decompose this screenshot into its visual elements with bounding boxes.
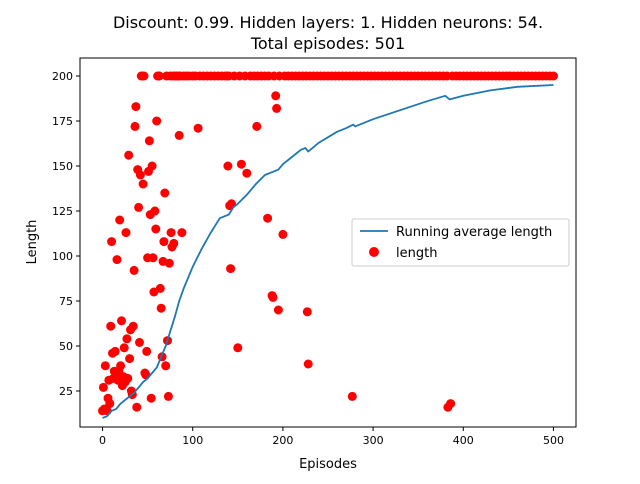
scatter-point: [148, 253, 158, 263]
scatter-point: [272, 103, 282, 113]
scatter-point: [278, 229, 288, 239]
scatter-point: [163, 391, 173, 401]
scatter-point: [151, 224, 161, 234]
scatter-point: [164, 258, 174, 268]
scatter-point: [142, 346, 152, 356]
y-tick-label: 125: [52, 205, 73, 218]
scatter-point: [159, 237, 169, 247]
scatter-point: [110, 346, 120, 356]
scatter-point: [112, 255, 122, 265]
scatter-point: [271, 91, 281, 101]
legend-label-running-average: Running average length: [396, 225, 552, 240]
x-axis-label: Episodes: [299, 457, 357, 472]
scatter-point: [226, 264, 236, 274]
scatter-point: [144, 136, 154, 146]
x-tick-label: 300: [363, 434, 384, 447]
scatter-point: [135, 337, 144, 347]
scatter-point: [161, 361, 171, 371]
scatter-point: [128, 321, 138, 331]
chart-subtitle: Total episodes: 501: [250, 34, 405, 53]
scatter-point: [146, 393, 156, 403]
scatter-point: [147, 161, 157, 171]
scatter-point: [160, 188, 170, 198]
scatter-point: [347, 391, 357, 401]
scatter-point: [236, 159, 246, 169]
scatter-point: [152, 116, 162, 126]
scatter-point: [302, 307, 312, 317]
scatter-point: [106, 321, 116, 331]
scatter-point: [252, 121, 262, 131]
scatter-point: [174, 130, 184, 140]
legend-marker-swatch: [369, 247, 379, 257]
legend-box: [351, 218, 570, 267]
scatter-point: [132, 402, 142, 412]
scatter-point: [115, 215, 125, 225]
scatter-point: [105, 399, 115, 409]
scatter-point: [100, 361, 110, 371]
y-tick-label: 50: [59, 340, 73, 353]
scatter-point: [124, 150, 134, 160]
y-tick-label: 200: [52, 70, 73, 83]
scatter-point: [263, 213, 273, 223]
scatter-point: [549, 71, 558, 81]
scatter-point: [242, 168, 252, 178]
y-tick-label: 150: [52, 160, 73, 173]
scatter-point: [138, 179, 148, 189]
legend-label-length: length: [396, 246, 437, 261]
y-tick-label: 175: [52, 115, 73, 128]
axes-frame: [79, 57, 577, 428]
scatter-point: [131, 102, 141, 112]
x-tick-label: 400: [453, 434, 474, 447]
scatter-point: [121, 228, 131, 238]
scatter-point: [166, 228, 176, 238]
scatter-point: [177, 228, 187, 238]
scatter-point: [154, 71, 164, 81]
x-tick-label: 100: [182, 434, 203, 447]
scatter-point: [125, 354, 135, 364]
scatter-point: [116, 361, 126, 371]
x-tick-label: 500: [543, 434, 564, 447]
scatter-point: [193, 123, 203, 133]
x-tick-label: 0: [99, 434, 106, 447]
scatter-point: [169, 238, 179, 248]
scatter-point: [156, 303, 166, 313]
scatter-point: [268, 292, 278, 302]
scatter-point: [233, 343, 243, 353]
scatter-point: [135, 170, 145, 180]
scatter-point: [130, 121, 140, 131]
scatter-point: [129, 265, 139, 275]
scatter-point: [446, 399, 456, 409]
scatter-point: [107, 237, 117, 247]
scatter-point: [273, 305, 283, 315]
scatter-point: [155, 283, 165, 293]
chart-title: Discount: 0.99. Hidden layers: 1. Hidden…: [113, 13, 543, 32]
legend: Running average length length: [351, 218, 570, 267]
y-tick-label: 100: [52, 250, 73, 263]
scatter-point: [223, 161, 233, 171]
scatter-point: [139, 71, 149, 81]
y-tick-label: 75: [59, 295, 73, 308]
scatter-point: [119, 343, 129, 353]
x-tick-label: 200: [272, 434, 293, 447]
y-tick-label: 25: [59, 385, 73, 398]
scatter-point: [303, 359, 313, 369]
y-axis-label: Length: [25, 220, 40, 265]
scatter-point: [98, 382, 108, 392]
scatter-point: [123, 373, 133, 383]
scatter-point: [134, 202, 144, 212]
scatter-point: [117, 316, 126, 326]
scatter-point: [150, 206, 160, 216]
scatter-point: [122, 334, 132, 344]
running-average-line: [102, 84, 554, 419]
plot-area: 0 100 200 300 400 500 25 50 75 100 125 150 175 200: [52, 57, 577, 447]
